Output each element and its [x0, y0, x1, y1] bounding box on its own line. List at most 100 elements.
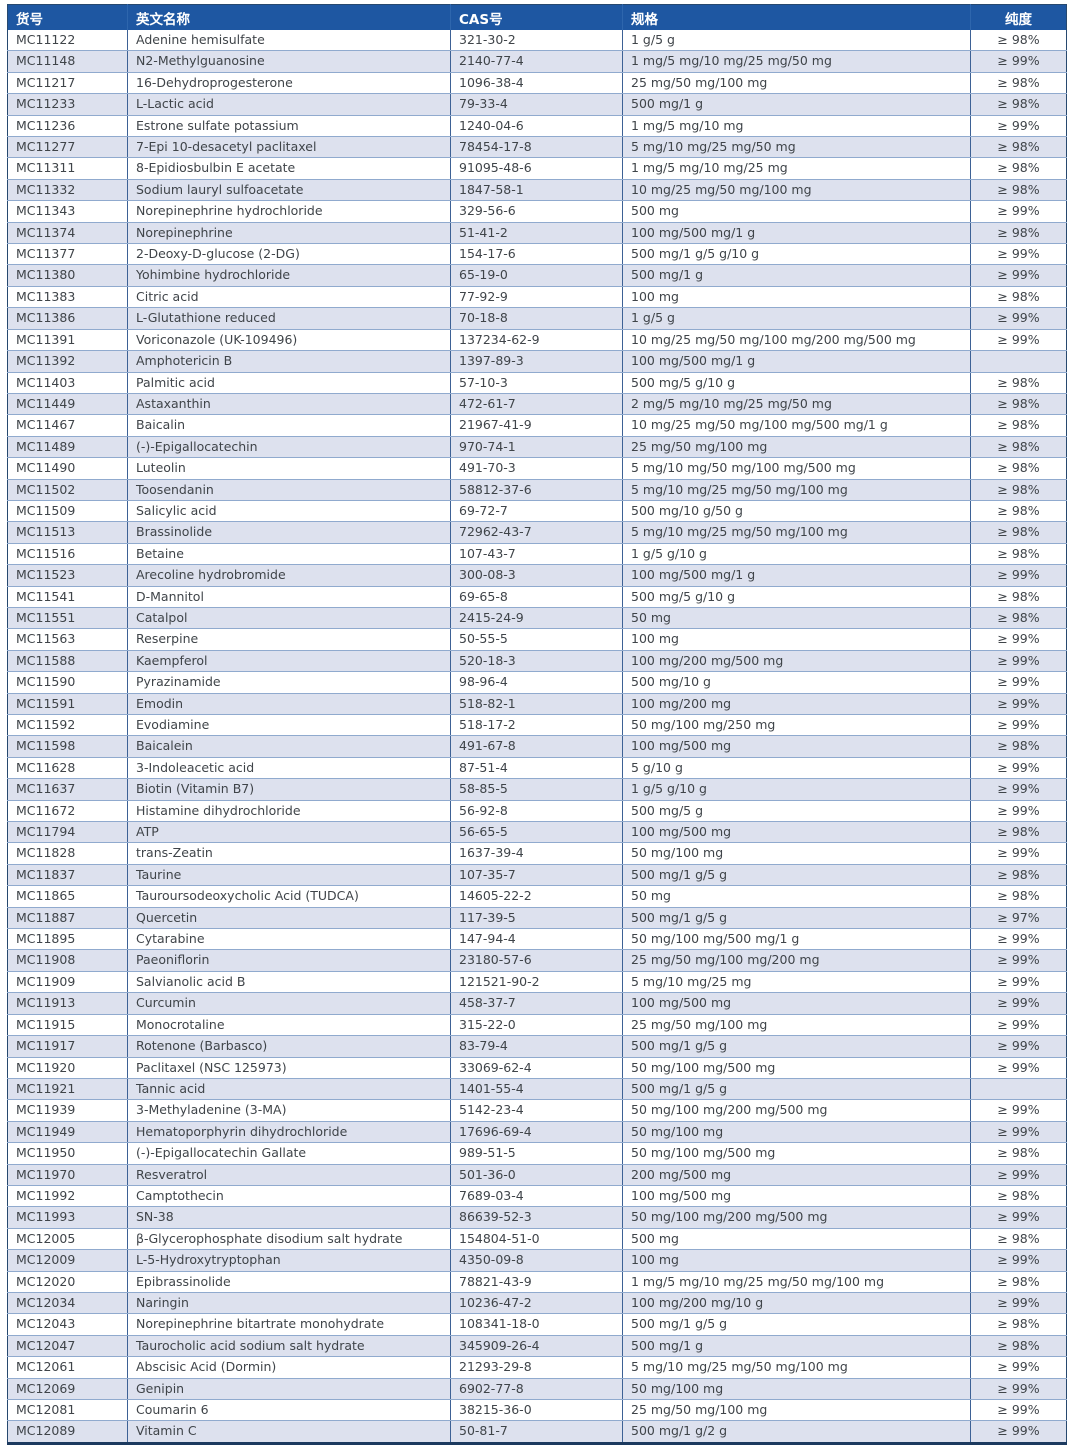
cell-name: Salicylic acid [127, 500, 451, 523]
cell-code: MC11541 [7, 586, 128, 608]
cell-cas: 2140-77-4 [450, 50, 623, 73]
cell-cas: 329-56-6 [450, 200, 623, 223]
cell-cas: 17696-69-4 [450, 1121, 623, 1144]
cell-purity: ≥ 98% [970, 864, 1067, 887]
cell-cas: 78821-43-9 [450, 1271, 623, 1293]
cell-spec: 5 mg/10 mg/25 mg/50 mg/100 mg [622, 1356, 971, 1379]
cell-spec: 10 mg/25 mg/50 mg/100 mg/200 mg/500 mg [622, 329, 971, 352]
cell-code: MC11993 [7, 1206, 128, 1229]
cell-cas: 50-81-7 [450, 1420, 623, 1444]
table-row: MC11513 Brassinolide 72962-43-7 5 mg/10 mg/… [7, 521, 1067, 544]
cell-spec: 100 mg/200 mg/500 mg [622, 650, 971, 673]
cell-name: Epibrassinolide [127, 1271, 451, 1293]
cell-purity: ≥ 98% [970, 500, 1067, 523]
cell-purity: ≥ 98% [970, 393, 1067, 416]
cell-code: MC11489 [7, 436, 128, 459]
cell-spec: 10 mg/25 mg/50 mg/100 mg/500 mg/1 g [622, 414, 971, 437]
cell-cas: 154-17-6 [450, 243, 623, 266]
cell-code: MC11374 [7, 222, 128, 245]
cell-name: Emodin [127, 693, 451, 716]
cell-cas: 137234-62-9 [450, 329, 623, 352]
cell-name: SN-38 [127, 1206, 451, 1229]
cell-purity: ≥ 99% [970, 1206, 1067, 1229]
table-row: MC11332 Sodium lauryl sulfoacetate 1847-58… [7, 179, 1067, 202]
cell-code: MC11502 [7, 479, 128, 501]
cell-purity: ≥ 99% [970, 115, 1067, 138]
cell-code: MC11909 [7, 971, 128, 994]
table-row: MC11865 Tauroursodeoxycholic Acid (TUDCA)… [7, 885, 1067, 908]
cell-name: β-Glycerophosphate disodium salt hydrate [127, 1228, 451, 1251]
cell-cas: 21967-41-9 [450, 414, 623, 437]
cell-purity: ≥ 98% [970, 479, 1067, 501]
table-row: MC11920 Paclitaxel (NSC 125973) 33069-62-4… [7, 1057, 1067, 1079]
table-row: MC11949 Hematoporphyrin dihydrochloride 17… [7, 1121, 1067, 1144]
cell-purity: ≥ 99% [970, 564, 1067, 587]
cell-spec: 50 mg/100 mg/250 mg [622, 714, 971, 737]
cell-spec: 25 mg/50 mg/100 mg [622, 1014, 971, 1037]
cell-cas: 58-85-5 [450, 778, 623, 801]
table-row: MC11970 Resveratrol 501-36-0 200 mg/500 mg ≥… [7, 1164, 1067, 1186]
cell-cas: 1096-38-4 [450, 72, 623, 95]
cell-code: MC12005 [7, 1228, 128, 1251]
cell-cas: 458-37-7 [450, 992, 623, 1015]
cell-code: MC11392 [7, 350, 128, 373]
cell-spec: 50 mg/100 mg [622, 1121, 971, 1144]
cell-cas: 107-35-7 [450, 864, 623, 887]
table-row: MC11837 Taurine 107-35-7 500 mg/1 g/5 g ≥ 98… [7, 864, 1067, 887]
cell-purity: ≥ 99% [970, 50, 1067, 73]
cell-code: MC11236 [7, 115, 128, 138]
cell-name: Genipin [127, 1378, 451, 1401]
cell-purity: ≥ 98% [970, 1142, 1067, 1165]
cell-code: MC11950 [7, 1142, 128, 1165]
cell-spec: 5 mg/10 mg/50 mg/100 mg/500 mg [622, 457, 971, 480]
cell-spec: 1 g/5 g [622, 307, 971, 330]
cell-purity: ≥ 99% [970, 1099, 1067, 1122]
cell-code: MC11992 [7, 1185, 128, 1208]
cell-name: Resveratrol [127, 1164, 451, 1186]
table-row: MC12069 Genipin 6902-77-8 50 mg/100 mg ≥ 99% [7, 1378, 1067, 1401]
cell-purity: ≥ 98% [970, 1271, 1067, 1293]
cell-spec: 50 mg/100 mg [622, 842, 971, 865]
cell-name: (-)-Epigallocatechin Gallate [127, 1142, 451, 1165]
cell-name: D-Mannitol [127, 586, 451, 608]
cell-code: MC11277 [7, 136, 128, 159]
cell-code: MC11598 [7, 735, 128, 758]
cell-cas: 79-33-4 [450, 93, 623, 116]
table-row: MC11895 Cytarabine 147-94-4 50 mg/100 mg/50… [7, 928, 1067, 951]
cell-spec: 500 mg/1 g [622, 93, 971, 116]
cell-code: MC12047 [7, 1335, 128, 1358]
cell-name: Baicalin [127, 414, 451, 437]
cell-name: L-Glutathione reduced [127, 307, 451, 330]
cell-code: MC12069 [7, 1378, 128, 1401]
cell-purity: ≥ 99% [970, 757, 1067, 780]
cell-spec: 100 mg [622, 628, 971, 651]
cell-name: Citric acid [127, 286, 451, 309]
cell-name: Tauroursodeoxycholic Acid (TUDCA) [127, 885, 451, 908]
cell-spec: 50 mg [622, 607, 971, 630]
cell-name: Taurine [127, 864, 451, 887]
cell-spec: 50 mg/100 mg/500 mg [622, 1057, 971, 1079]
cell-purity: ≥ 98% [970, 735, 1067, 758]
table-row: MC11236 Estrone sulfate potassium 1240-04-… [7, 115, 1067, 138]
cell-spec: 25 mg/50 mg/100 mg [622, 72, 971, 95]
cell-cas: 345909-26-4 [450, 1335, 623, 1358]
cell-spec: 50 mg [622, 885, 971, 908]
table-row: MC11490 Luteolin 491-70-3 5 mg/10 mg/50 mg/… [7, 457, 1067, 480]
table-row: MC11380 Yohimbine hydrochloride 65-19-0 500… [7, 264, 1067, 287]
cell-purity: ≥ 98% [970, 157, 1067, 180]
cell-code: MC11380 [7, 264, 128, 287]
cell-name: Quercetin [127, 907, 451, 930]
cell-name: Yohimbine hydrochloride [127, 264, 451, 287]
cell-cas: 1401-55-4 [450, 1078, 623, 1101]
cell-code: MC11913 [7, 992, 128, 1015]
cell-cas: 5142-23-4 [450, 1099, 623, 1122]
cell-name: Norepinephrine bitartrate monohydrate [127, 1313, 451, 1336]
cell-code: MC11949 [7, 1121, 128, 1144]
cell-code: MC12034 [7, 1292, 128, 1315]
table-row: MC11233 L-Lactic acid 79-33-4 500 mg/1 g ≥ 9… [7, 93, 1067, 116]
cell-spec: 1 g/5 g/10 g [622, 778, 971, 801]
cell-name: Paclitaxel (NSC 125973) [127, 1057, 451, 1079]
table-row: MC11794 ATP 56-65-5 100 mg/500 mg ≥ 98% [7, 821, 1067, 844]
cell-name: 16-Dehydroprogesterone [127, 72, 451, 95]
cell-spec: 500 mg/1 g/5 g [622, 864, 971, 887]
